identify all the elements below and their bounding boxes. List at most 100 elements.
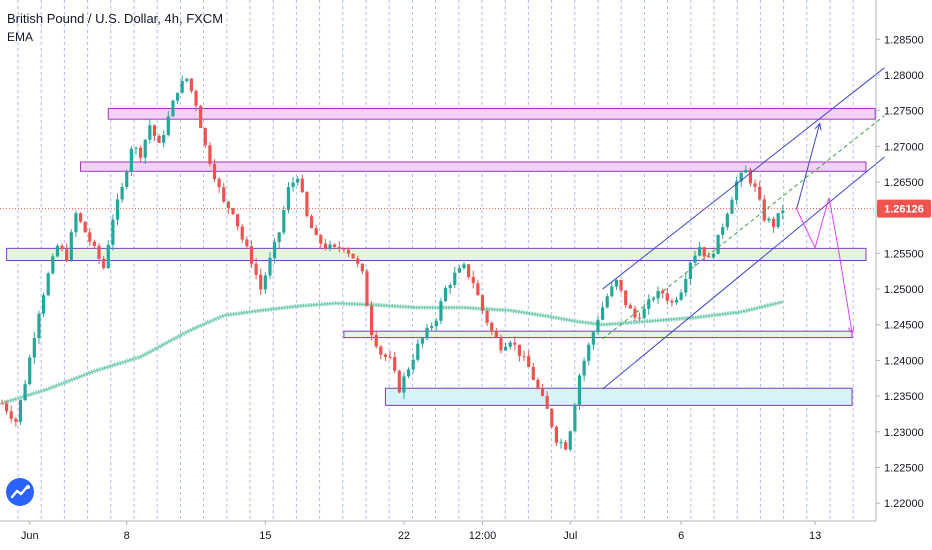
candle-body — [707, 256, 711, 258]
indicator-label[interactable]: EMA — [7, 30, 34, 44]
candle-body — [37, 313, 41, 339]
candle-body — [111, 219, 115, 245]
candle-body — [485, 310, 489, 323]
candle-body — [517, 344, 522, 357]
candle-body — [577, 375, 582, 405]
y-tick-label: 1.24500 — [884, 320, 924, 332]
candle-body — [674, 299, 679, 303]
candle-body — [115, 199, 120, 220]
y-tick-label: 1.25000 — [884, 284, 924, 296]
candle-body — [314, 228, 318, 236]
candle-body — [430, 326, 434, 328]
tradingview-logo-icon[interactable] — [6, 478, 34, 506]
candle-body — [448, 284, 452, 289]
x-tick-label: 12:00 — [469, 530, 497, 542]
y-tick-label: 1.23500 — [884, 391, 924, 403]
candle-body — [175, 92, 180, 101]
candle-body — [416, 343, 420, 360]
y-tick-label: 1.23000 — [884, 427, 924, 439]
candle-body — [462, 264, 466, 269]
candle-body — [425, 327, 429, 339]
candle-body — [734, 181, 739, 200]
x-tick-label: 15 — [259, 530, 271, 542]
candle-body — [536, 379, 540, 388]
candle-body — [494, 331, 498, 338]
candle-body — [88, 232, 92, 242]
candle-body — [628, 305, 632, 309]
candle-body — [9, 411, 13, 419]
candle-body — [300, 178, 304, 193]
candle-body — [457, 268, 461, 273]
candle-body — [693, 255, 697, 263]
candle-body — [74, 213, 78, 233]
channel-mid-line — [602, 115, 885, 340]
candle-body — [467, 264, 471, 277]
current-price-layer: 1.26126 — [0, 199, 931, 218]
candle-body — [744, 169, 748, 173]
candle-body — [434, 320, 438, 327]
candle-body — [767, 218, 771, 221]
candle-body — [402, 376, 406, 393]
candle-body — [263, 275, 267, 290]
candle-body — [559, 442, 563, 444]
candle-body — [503, 346, 508, 351]
candle-body — [217, 179, 221, 188]
candle-body — [633, 308, 637, 318]
candle-body — [226, 201, 230, 209]
candle-body — [688, 262, 692, 280]
candle-body — [490, 322, 494, 332]
candle-body — [601, 307, 605, 320]
candle-body — [231, 208, 235, 215]
candle-body — [573, 404, 577, 432]
candle-body — [374, 335, 378, 347]
candle-body — [337, 246, 341, 249]
y-tick-label: 1.22500 — [884, 462, 924, 474]
candle-body — [596, 319, 600, 333]
candle-body — [171, 100, 175, 117]
zone-support — [6, 247, 867, 262]
candle-body — [642, 308, 646, 319]
candle-body — [698, 247, 702, 256]
candle-body — [476, 283, 480, 296]
x-tick-label: 8 — [124, 530, 130, 542]
channel-layer — [602, 67, 885, 390]
candle-body — [393, 357, 397, 371]
projection-down-arrow-arrowhead — [847, 326, 855, 335]
candle-body — [420, 338, 425, 344]
candle-body — [370, 305, 374, 336]
candle-body — [83, 221, 87, 233]
current-price-text: 1.26126 — [884, 204, 924, 216]
candle-body — [148, 125, 152, 140]
candle-body — [291, 182, 295, 187]
candle-body — [753, 183, 757, 187]
candle-body — [319, 235, 323, 244]
candle-body — [106, 244, 110, 269]
candle-body — [614, 279, 619, 287]
zone-resistance — [107, 107, 876, 120]
y-tick-label: 1.26500 — [884, 177, 924, 189]
candle-body — [189, 78, 194, 92]
candle-body — [351, 253, 355, 259]
candle-body — [356, 258, 360, 264]
candle-body — [554, 426, 558, 443]
candle-body — [582, 360, 586, 376]
candle-body — [28, 357, 32, 385]
candle-body — [711, 253, 716, 258]
candle-body — [32, 338, 36, 358]
candle-body — [619, 279, 623, 291]
candle-body — [771, 218, 776, 227]
candle-body — [739, 172, 743, 182]
candle-body — [323, 243, 327, 249]
candle-body — [23, 384, 27, 401]
candle-body — [272, 242, 277, 259]
candle-body — [78, 213, 83, 222]
candle-body — [365, 271, 369, 306]
candle-body — [406, 369, 411, 377]
candle-body — [309, 216, 314, 229]
candle-body — [781, 210, 785, 214]
candle-body — [102, 258, 106, 269]
candle-body — [55, 245, 60, 257]
candle-body — [203, 128, 207, 146]
candle-body — [508, 342, 512, 347]
